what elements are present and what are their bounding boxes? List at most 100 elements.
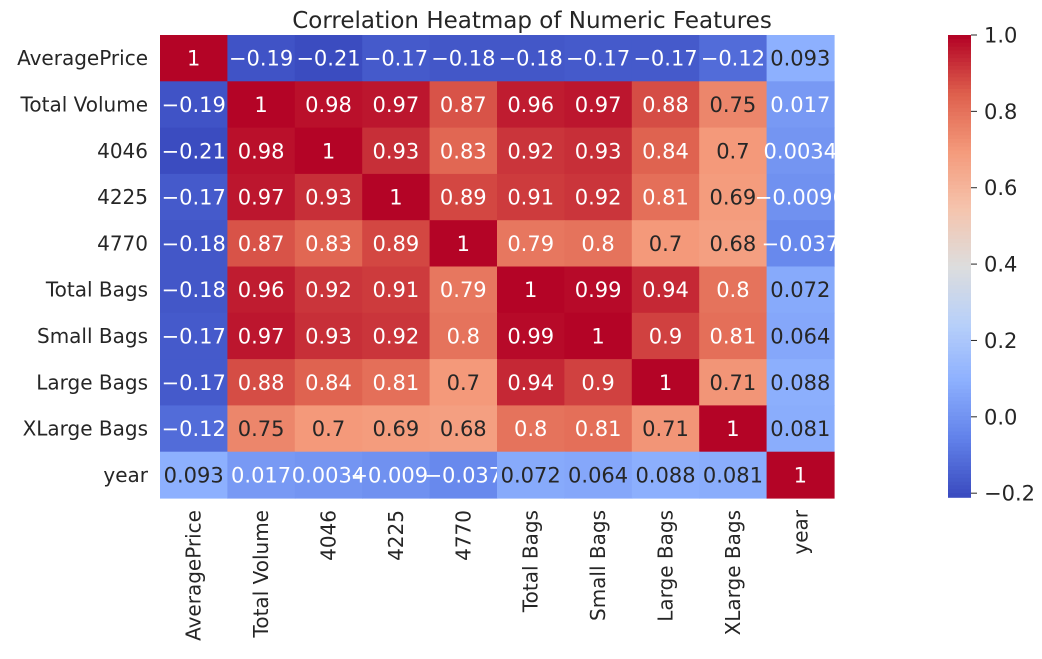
colorbar-segment bbox=[948, 323, 971, 329]
cell-value-label: 0.84 bbox=[642, 139, 689, 163]
heatmap-cell bbox=[699, 81, 768, 129]
colorbar-segment bbox=[948, 112, 971, 117]
colorbar-segment bbox=[948, 377, 971, 383]
colorbar-segment bbox=[948, 38, 971, 44]
heatmap-cell bbox=[497, 173, 565, 221]
cell-value-label: 0.97 bbox=[373, 93, 420, 117]
cell-value-label: 0.93 bbox=[575, 139, 622, 163]
heatmap-cell bbox=[564, 220, 633, 268]
colorbar-segment bbox=[948, 54, 971, 59]
cell-value-label: 0.088 bbox=[635, 463, 695, 487]
heatmap-cell bbox=[160, 173, 228, 221]
colorbar-segment bbox=[948, 462, 971, 467]
row-label: 4770 bbox=[97, 231, 148, 255]
heatmap-cell bbox=[699, 173, 768, 221]
colorbar-segment bbox=[948, 123, 971, 129]
cell-value-label: 0.89 bbox=[440, 186, 487, 210]
cell-value-label: 0.8 bbox=[716, 278, 749, 302]
colorbar-segment bbox=[948, 477, 971, 483]
heatmap-cell bbox=[362, 451, 431, 499]
row-label: year bbox=[103, 463, 148, 487]
colorbar-segment bbox=[948, 266, 971, 271]
cell-value-label: 1 bbox=[187, 47, 200, 71]
colorbar-tick-label: 0.4 bbox=[984, 253, 1017, 277]
heatmap-cell bbox=[766, 81, 835, 129]
colorbar-segment bbox=[948, 312, 971, 317]
chart-title: Correlation Heatmap of Numeric Features bbox=[292, 8, 772, 34]
cell-value-label: 0.87 bbox=[440, 93, 487, 117]
cell-value-label: −0.17 bbox=[162, 371, 226, 395]
colorbar-segment bbox=[948, 400, 971, 406]
cell-value-label: 0.87 bbox=[238, 232, 285, 256]
heatmap-cell bbox=[294, 405, 363, 453]
colorbar-segment bbox=[948, 96, 971, 102]
cell-value-label: 0.84 bbox=[305, 371, 352, 395]
heatmap-cell bbox=[429, 266, 498, 314]
cell-value-label: −0.21 bbox=[296, 47, 360, 71]
column-label: 4225 bbox=[384, 510, 408, 561]
cell-value-label: 0.093 bbox=[164, 463, 224, 487]
heatmap-cell bbox=[362, 266, 431, 314]
colorbar-segment bbox=[948, 358, 971, 364]
heatmap-cell bbox=[227, 35, 296, 82]
cell-value-label: 0.81 bbox=[642, 186, 689, 210]
colorbar-segment bbox=[948, 304, 971, 310]
cell-value-label: 1 bbox=[254, 93, 267, 117]
colorbar-segment bbox=[948, 485, 971, 491]
colorbar-segment bbox=[948, 235, 971, 240]
row-label: Large Bags bbox=[36, 370, 148, 394]
colorbar-segment bbox=[948, 100, 971, 106]
heatmap-cell bbox=[497, 127, 565, 175]
cell-value-label: 0.93 bbox=[373, 139, 420, 163]
row-label: AveragePrice bbox=[17, 46, 148, 70]
colorbar-segment bbox=[948, 138, 971, 144]
heatmap-cell bbox=[564, 312, 633, 360]
cell-value-label: −0.0096 bbox=[755, 186, 846, 210]
heatmap-cell bbox=[429, 35, 498, 82]
colorbar-segment bbox=[948, 150, 971, 156]
heatmap-cell bbox=[631, 312, 700, 360]
heatmap-cell bbox=[699, 266, 768, 314]
colorbar-segment bbox=[948, 281, 971, 287]
colorbar-segment bbox=[948, 165, 971, 171]
colorbar-segment bbox=[948, 416, 971, 421]
heatmap-cell bbox=[160, 312, 228, 360]
cell-value-label: −0.17 bbox=[162, 324, 226, 348]
colorbar-segment bbox=[948, 300, 971, 306]
cell-value-label: 0.072 bbox=[770, 278, 830, 302]
colorbar-segment bbox=[948, 393, 971, 398]
heatmap-cell bbox=[362, 312, 431, 360]
colorbar-segment bbox=[948, 69, 971, 75]
colorbar-segment bbox=[948, 466, 971, 471]
heatmap-cell bbox=[160, 266, 228, 314]
colorbar-segment bbox=[948, 339, 971, 344]
colorbar-segment bbox=[948, 127, 971, 133]
colorbar-segment bbox=[948, 435, 971, 441]
cell-value-label: 1 bbox=[726, 417, 739, 441]
heatmap-cell bbox=[227, 359, 296, 406]
colorbar-segment bbox=[948, 250, 971, 256]
cell-value-label: 0.92 bbox=[575, 186, 622, 210]
colorbar-segment bbox=[948, 81, 971, 86]
heatmap-cell bbox=[227, 173, 296, 221]
cell-value-label: 1 bbox=[524, 278, 537, 302]
cell-value-label: 0.75 bbox=[238, 417, 285, 441]
colorbar-segment bbox=[948, 77, 971, 82]
heatmap-cell bbox=[362, 405, 431, 453]
colorbar-ticks: 1.0 0.8 0.6 0.4 0.2 0.0 −0.2 bbox=[971, 24, 1035, 506]
colorbar-segment bbox=[948, 343, 971, 348]
heatmap-cell bbox=[160, 81, 228, 129]
cell-value-label: −0.037 bbox=[424, 463, 502, 487]
heatmap-cell bbox=[766, 173, 835, 221]
colorbar-segment bbox=[948, 473, 971, 479]
colorbar-segment bbox=[948, 231, 971, 236]
colorbar-segment bbox=[948, 192, 971, 198]
colorbar-tick-label: 0.6 bbox=[984, 176, 1017, 200]
colorbar-tick-label: 0.2 bbox=[984, 329, 1017, 353]
colorbar-tick-label: 0.8 bbox=[984, 100, 1017, 124]
colorbar-segment bbox=[948, 362, 971, 367]
colorbar-segment bbox=[948, 146, 971, 152]
heatmap-cell bbox=[699, 405, 768, 453]
heatmap-cell bbox=[294, 451, 363, 499]
cell-value-label: 0.98 bbox=[305, 93, 352, 117]
